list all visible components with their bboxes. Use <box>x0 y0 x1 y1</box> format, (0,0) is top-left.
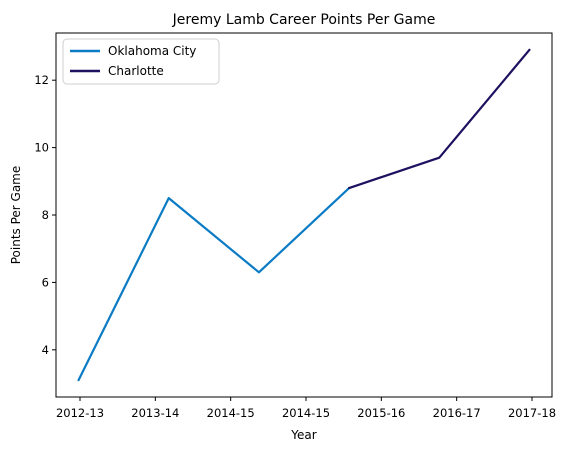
y-tick-label: 8 <box>42 208 49 222</box>
legend-label: Charlotte <box>108 64 164 78</box>
x-tick-label: 2013-14 <box>131 406 179 420</box>
x-axis-label: Year <box>290 428 316 442</box>
x-tick-label: 2016-17 <box>433 406 481 420</box>
series-line-oklahoma-city <box>77 186 351 382</box>
x-tick-label: 2017-18 <box>508 406 556 420</box>
y-tick-label: 10 <box>34 141 49 155</box>
x-tick-label: 2014-15 <box>282 406 330 420</box>
x-tick-label: 2012-13 <box>56 406 104 420</box>
y-axis-label: Points Per Game <box>9 166 23 265</box>
series-line-charlotte <box>347 48 531 190</box>
y-tick-label: 6 <box>42 275 49 289</box>
y-axis: 4 6 8 10 12 <box>34 73 56 357</box>
legend: Oklahoma City Charlotte <box>62 38 220 85</box>
legend-label: Oklahoma City <box>108 44 196 58</box>
x-axis: 2012-13 2013-14 2014-15 2014-15 2015-16 2016-… <box>56 397 556 420</box>
plot-frame <box>55 32 553 398</box>
chart-title: Jeremy Lamb Career Points Per Game <box>172 12 436 28</box>
y-tick-label: 4 <box>42 343 49 357</box>
series-layer <box>77 48 531 382</box>
y-tick-label: 12 <box>34 73 49 87</box>
x-tick-label: 2015-16 <box>357 406 405 420</box>
x-tick-label: 2014-15 <box>207 406 255 420</box>
legend-box <box>62 38 220 85</box>
